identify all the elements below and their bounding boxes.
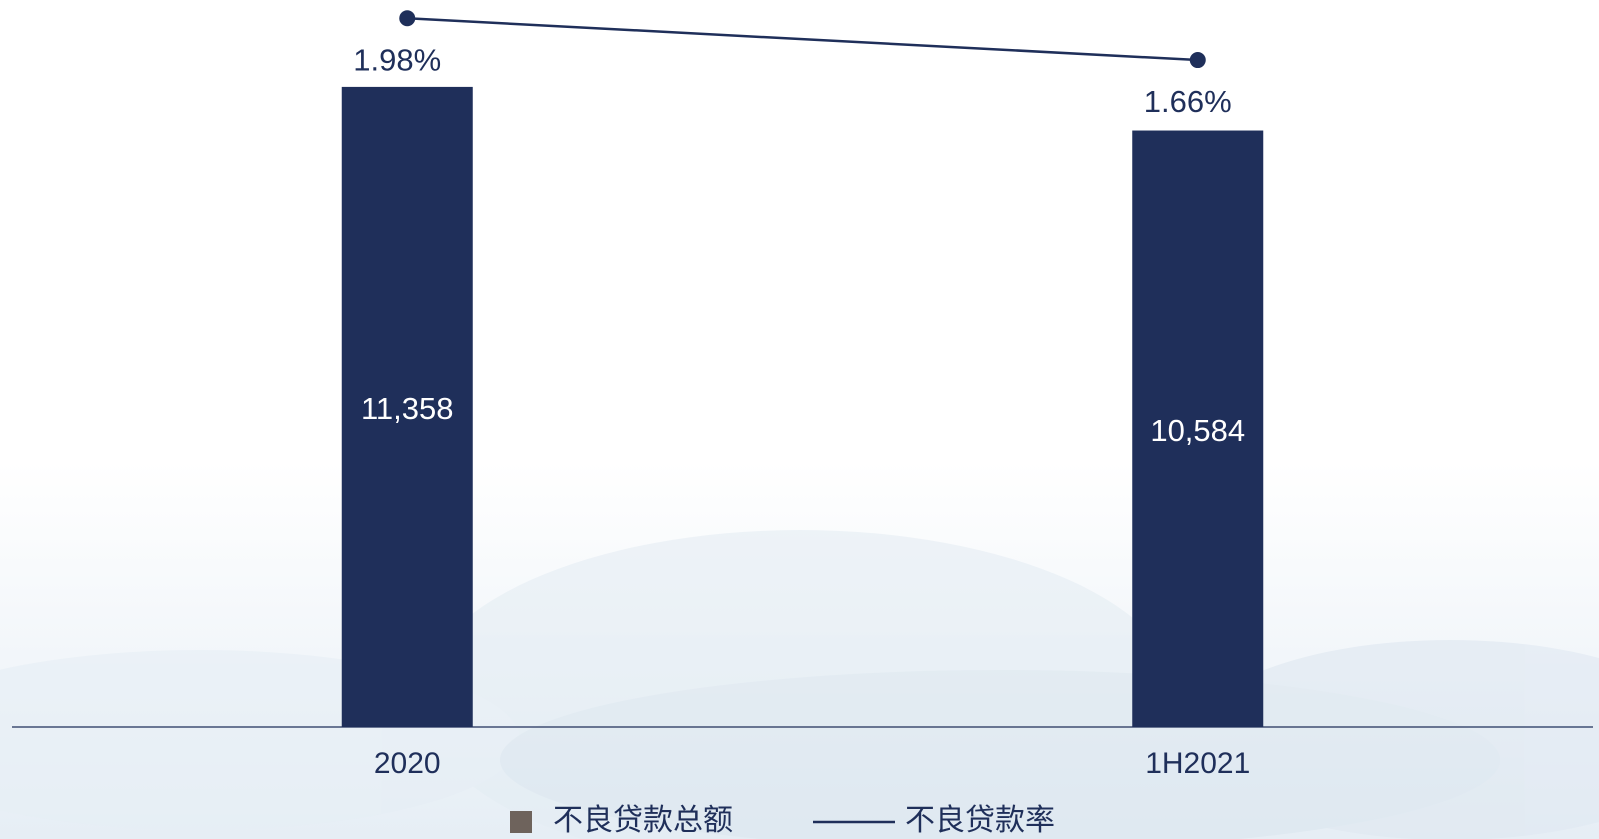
legend-label: 不良贷款总额 xyxy=(553,804,733,837)
line xyxy=(407,17,1198,62)
bar-value-label: 10,584 xyxy=(1150,413,1245,448)
legend-label: 不良贷款率 xyxy=(905,804,1055,837)
x-tick-label: 1H2021 xyxy=(1145,747,1250,780)
line-value-label: 1.66% xyxy=(1144,84,1232,119)
x-tick-label: 2020 xyxy=(374,747,441,780)
bar xyxy=(341,86,473,728)
line-value-label: 1.98% xyxy=(353,42,441,77)
bar xyxy=(1132,130,1264,728)
line-point xyxy=(399,10,416,27)
line-point xyxy=(1189,52,1206,69)
bar-value-label: 11,358 xyxy=(361,391,454,426)
legend-marker xyxy=(510,811,532,833)
